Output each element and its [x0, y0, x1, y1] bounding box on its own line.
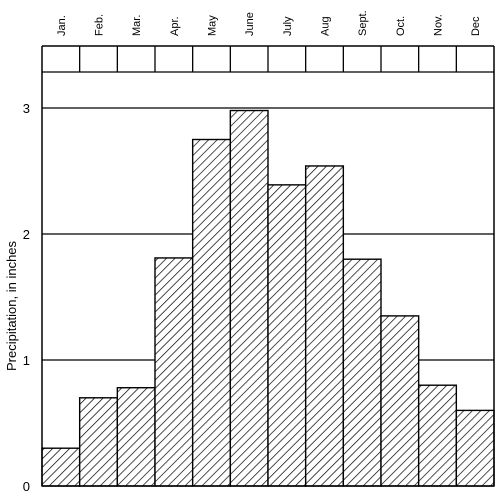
- bar-8: [304, 165, 345, 487]
- y-tick-2: 2: [23, 227, 30, 242]
- bar-2: [78, 397, 119, 487]
- month-label-2: Feb.: [94, 14, 106, 36]
- bar-11: [417, 384, 458, 487]
- bar-12: [455, 409, 495, 487]
- bar-9: [342, 258, 382, 487]
- bars: [41, 109, 495, 487]
- bar-7: [267, 184, 307, 487]
- y-tick-3: 3: [23, 101, 30, 116]
- month-label-5: May: [207, 15, 219, 36]
- bar-5: [191, 138, 232, 487]
- bar-3: [116, 387, 156, 487]
- month-label-12: Dec: [470, 16, 482, 36]
- month-label-8: Aug: [320, 16, 332, 36]
- y-tick-1: 1: [23, 353, 30, 368]
- month-label-6: June: [244, 12, 256, 36]
- month-label-10: Oct.: [395, 16, 407, 36]
- y-axis-title: Precipitation, in inches: [4, 240, 19, 371]
- y-tick-0: 0: [23, 479, 30, 494]
- month-label-1: Jan.: [56, 15, 68, 36]
- y-tick-labels: 0 1 2 3: [23, 101, 30, 494]
- month-labels: Jan. Feb. Mar. Apr. May June July Aug Sept. Oct. N…: [56, 10, 482, 36]
- month-label-4: Apr.: [169, 16, 181, 36]
- plot-frame: [41, 45, 495, 487]
- month-label-3: Mar.: [131, 15, 143, 36]
- bar-4: [154, 257, 194, 487]
- bar-10: [380, 315, 420, 487]
- bar-6: [229, 109, 269, 487]
- bar-1: [41, 447, 81, 487]
- month-label-11: Nov.: [433, 14, 445, 36]
- month-label-9: Sept.: [357, 10, 369, 36]
- month-label-7: July: [282, 16, 294, 36]
